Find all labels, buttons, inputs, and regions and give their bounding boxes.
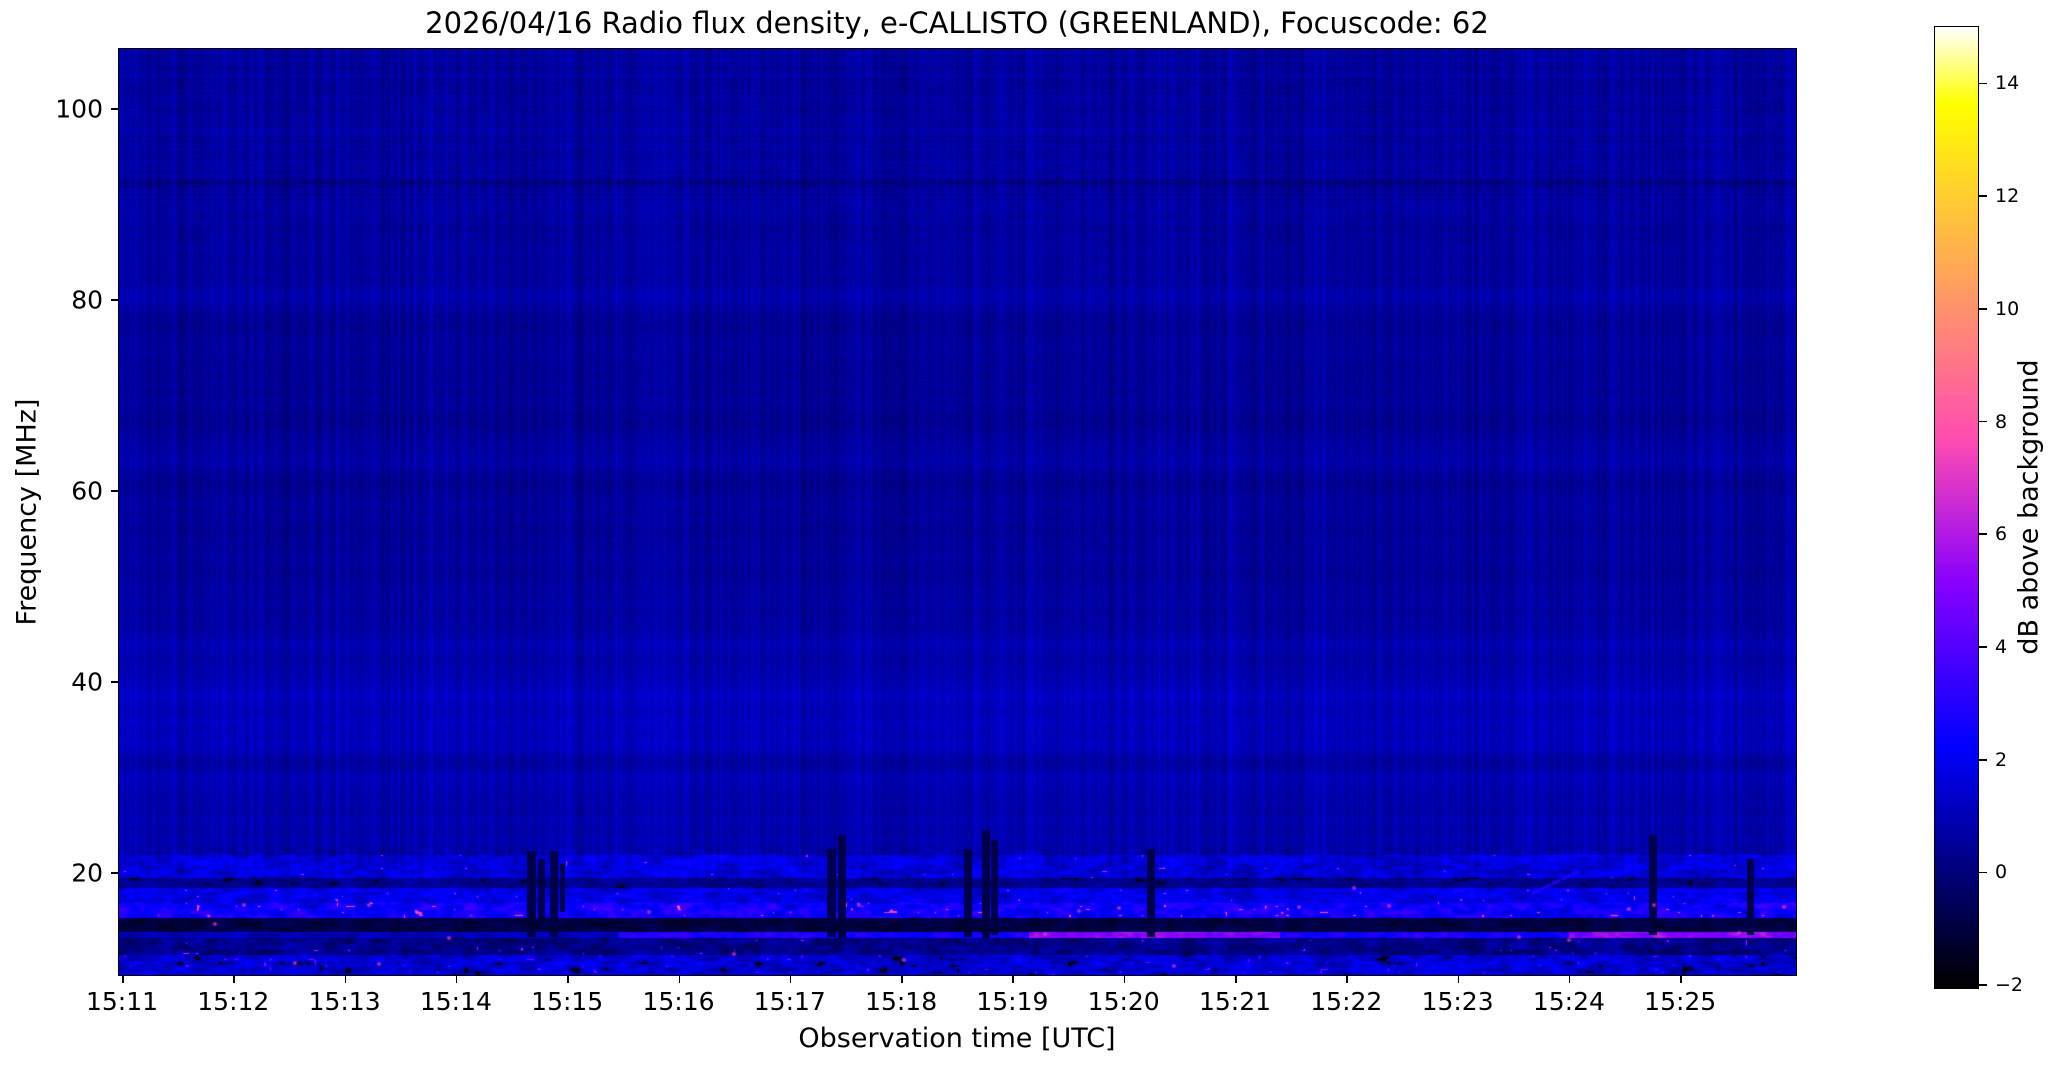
- colorbar-tick-mark: [1979, 533, 1987, 536]
- y-tick-label: 20: [71, 858, 103, 888]
- spectrogram-canvas: [118, 48, 1796, 975]
- y-tick-label: 80: [71, 285, 103, 315]
- x-tick-label: 15:19: [976, 987, 1049, 1016]
- y-tick-mark: [111, 108, 119, 110]
- x-tick-label: 15:12: [197, 987, 270, 1016]
- colorbar-tick-mark: [1979, 420, 1987, 423]
- colorbar-tick-label: 8: [1995, 410, 2008, 433]
- x-tick-mark: [678, 975, 681, 983]
- y-tick-mark: [111, 872, 119, 874]
- chart-title: 2026/04/16 Radio flux density, e-CALLIST…: [425, 6, 1489, 40]
- colorbar-tick-mark: [1979, 984, 1987, 986]
- x-tick-label: 15:14: [419, 987, 492, 1016]
- x-tick-mark: [1235, 975, 1237, 983]
- x-tick-label: 15:13: [308, 987, 381, 1016]
- x-tick-label: 15:23: [1421, 987, 1494, 1016]
- colorbar-tick-label: 4: [1995, 636, 2008, 658]
- x-tick-label: 15:16: [642, 987, 715, 1016]
- colorbar-gradient: [1934, 26, 1978, 988]
- colorbar-tick-mark: [1979, 646, 1987, 648]
- x-tick-mark: [1346, 975, 1348, 983]
- x-tick-mark: [233, 975, 235, 983]
- x-tick-mark: [1123, 975, 1126, 983]
- colorbar-tick-mark: [1979, 82, 1987, 85]
- colorbar-tick-label: 0: [1995, 861, 2008, 884]
- colorbar-tick-label: 12: [1995, 185, 2020, 208]
- x-tick-mark: [1012, 975, 1014, 983]
- x-tick-mark: [1680, 975, 1682, 983]
- x-tick-mark: [122, 975, 124, 983]
- colorbar-tick-label: −2: [1995, 974, 2024, 997]
- x-tick-label: 15:24: [1532, 987, 1605, 1016]
- plot-area: [117, 47, 1797, 976]
- x-tick-label: 15:21: [1198, 987, 1272, 1016]
- x-tick-mark: [789, 975, 792, 983]
- y-tick-label: 40: [71, 667, 103, 697]
- y-tick-mark: [111, 681, 119, 683]
- x-tick-label: 15:15: [531, 987, 604, 1016]
- colorbar-tick-label: 2: [1995, 748, 2008, 771]
- colorbar: [1933, 25, 1979, 989]
- y-tick-mark: [111, 299, 119, 301]
- y-tick-mark: [111, 490, 119, 492]
- x-tick-label: 15:11: [85, 987, 159, 1016]
- x-tick-label: 15:22: [1310, 987, 1383, 1016]
- x-tick-label: 15:17: [753, 987, 826, 1016]
- colorbar-tick-label: 6: [1995, 523, 2008, 546]
- x-tick-mark: [1457, 975, 1460, 983]
- y-axis-label: Frequency [MHz]: [11, 398, 43, 626]
- x-tick-mark: [901, 975, 903, 983]
- colorbar-tick-mark: [1979, 758, 1987, 761]
- x-tick-mark: [1568, 975, 1571, 983]
- x-tick-label: 15:20: [1087, 987, 1160, 1016]
- x-tick-mark: [344, 975, 347, 983]
- colorbar-tick-mark: [1979, 871, 1987, 874]
- y-tick-label: 60: [71, 476, 103, 506]
- x-axis-label: Observation time [UTC]: [798, 1023, 1116, 1054]
- colorbar-tick-label: 10: [1995, 297, 2020, 320]
- x-tick-mark: [567, 975, 569, 983]
- x-tick-label: 15:25: [1644, 987, 1717, 1016]
- colorbar-tick-mark: [1979, 195, 1987, 197]
- colorbar-tick-mark: [1979, 308, 1987, 310]
- x-tick-mark: [455, 975, 458, 983]
- x-tick-label: 15:18: [865, 987, 938, 1016]
- colorbar-label: dB above background: [2013, 359, 2045, 655]
- y-tick-label: 100: [55, 94, 103, 124]
- colorbar-tick-label: 14: [1995, 72, 2020, 95]
